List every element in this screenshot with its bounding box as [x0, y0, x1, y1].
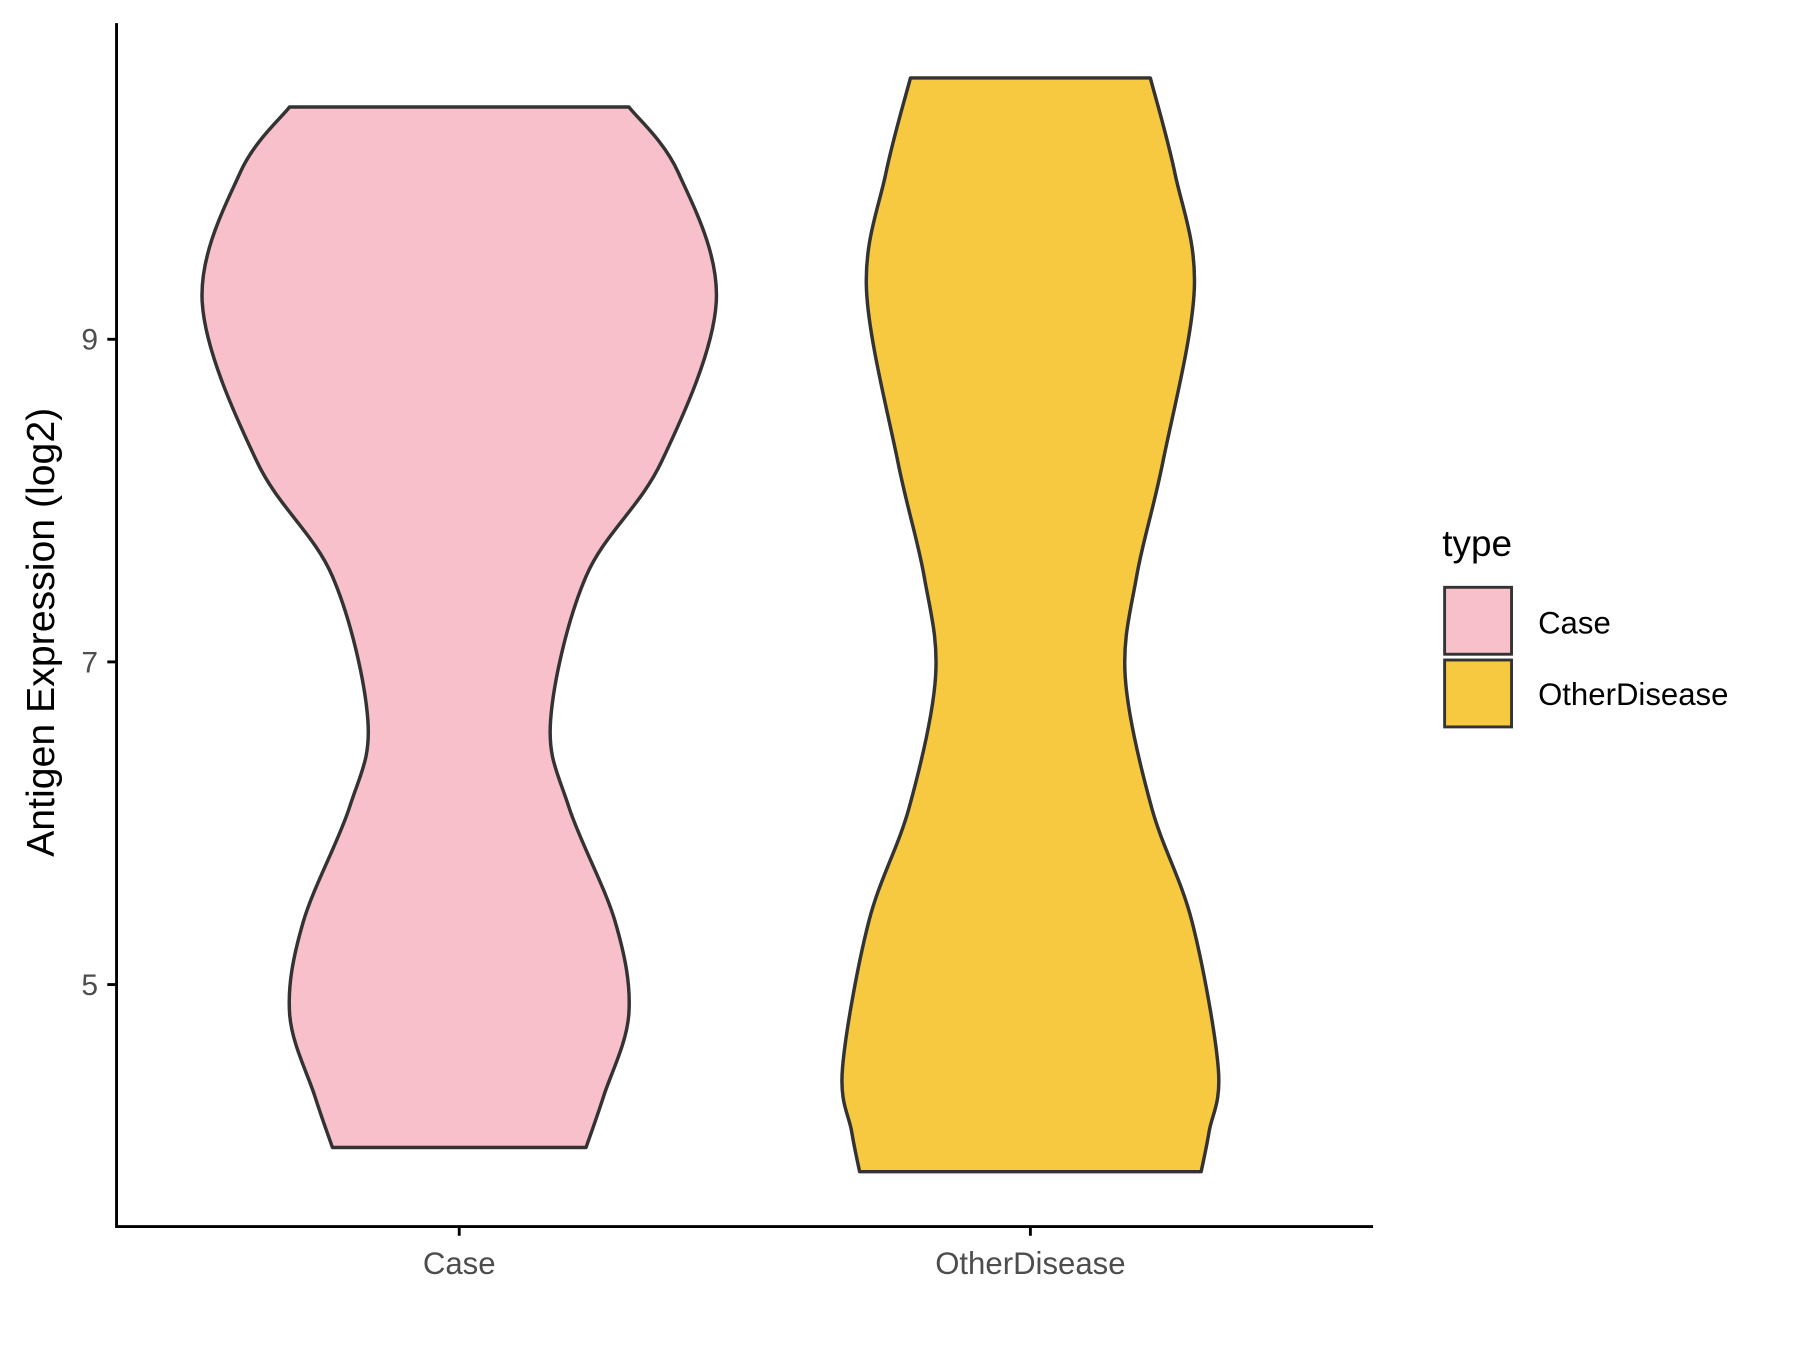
y-tick-label: 7	[81, 646, 98, 679]
legend-key-otherdisease	[1443, 658, 1513, 729]
violin-otherdisease	[840, 76, 1221, 1174]
y-tick-label: 9	[81, 324, 98, 357]
legend-title: type	[1442, 523, 1512, 564]
violin-case	[200, 105, 719, 1150]
x-tick-label: Case	[423, 1246, 496, 1281]
legend: type Case OtherDisease	[1442, 523, 1728, 729]
x-ticks: Case OtherDisease	[423, 1226, 1126, 1281]
x-tick-label: OtherDisease	[935, 1246, 1125, 1281]
legend-label-otherdisease: OtherDisease	[1538, 677, 1728, 712]
violins	[200, 76, 1221, 1174]
legend-label-case: Case	[1538, 605, 1611, 640]
y-axis-label: Antigen Expression (log2)	[19, 408, 63, 857]
legend-key-case	[1443, 585, 1513, 656]
y-ticks: 5 7 9	[81, 324, 117, 1002]
y-tick-label: 5	[81, 969, 98, 1002]
